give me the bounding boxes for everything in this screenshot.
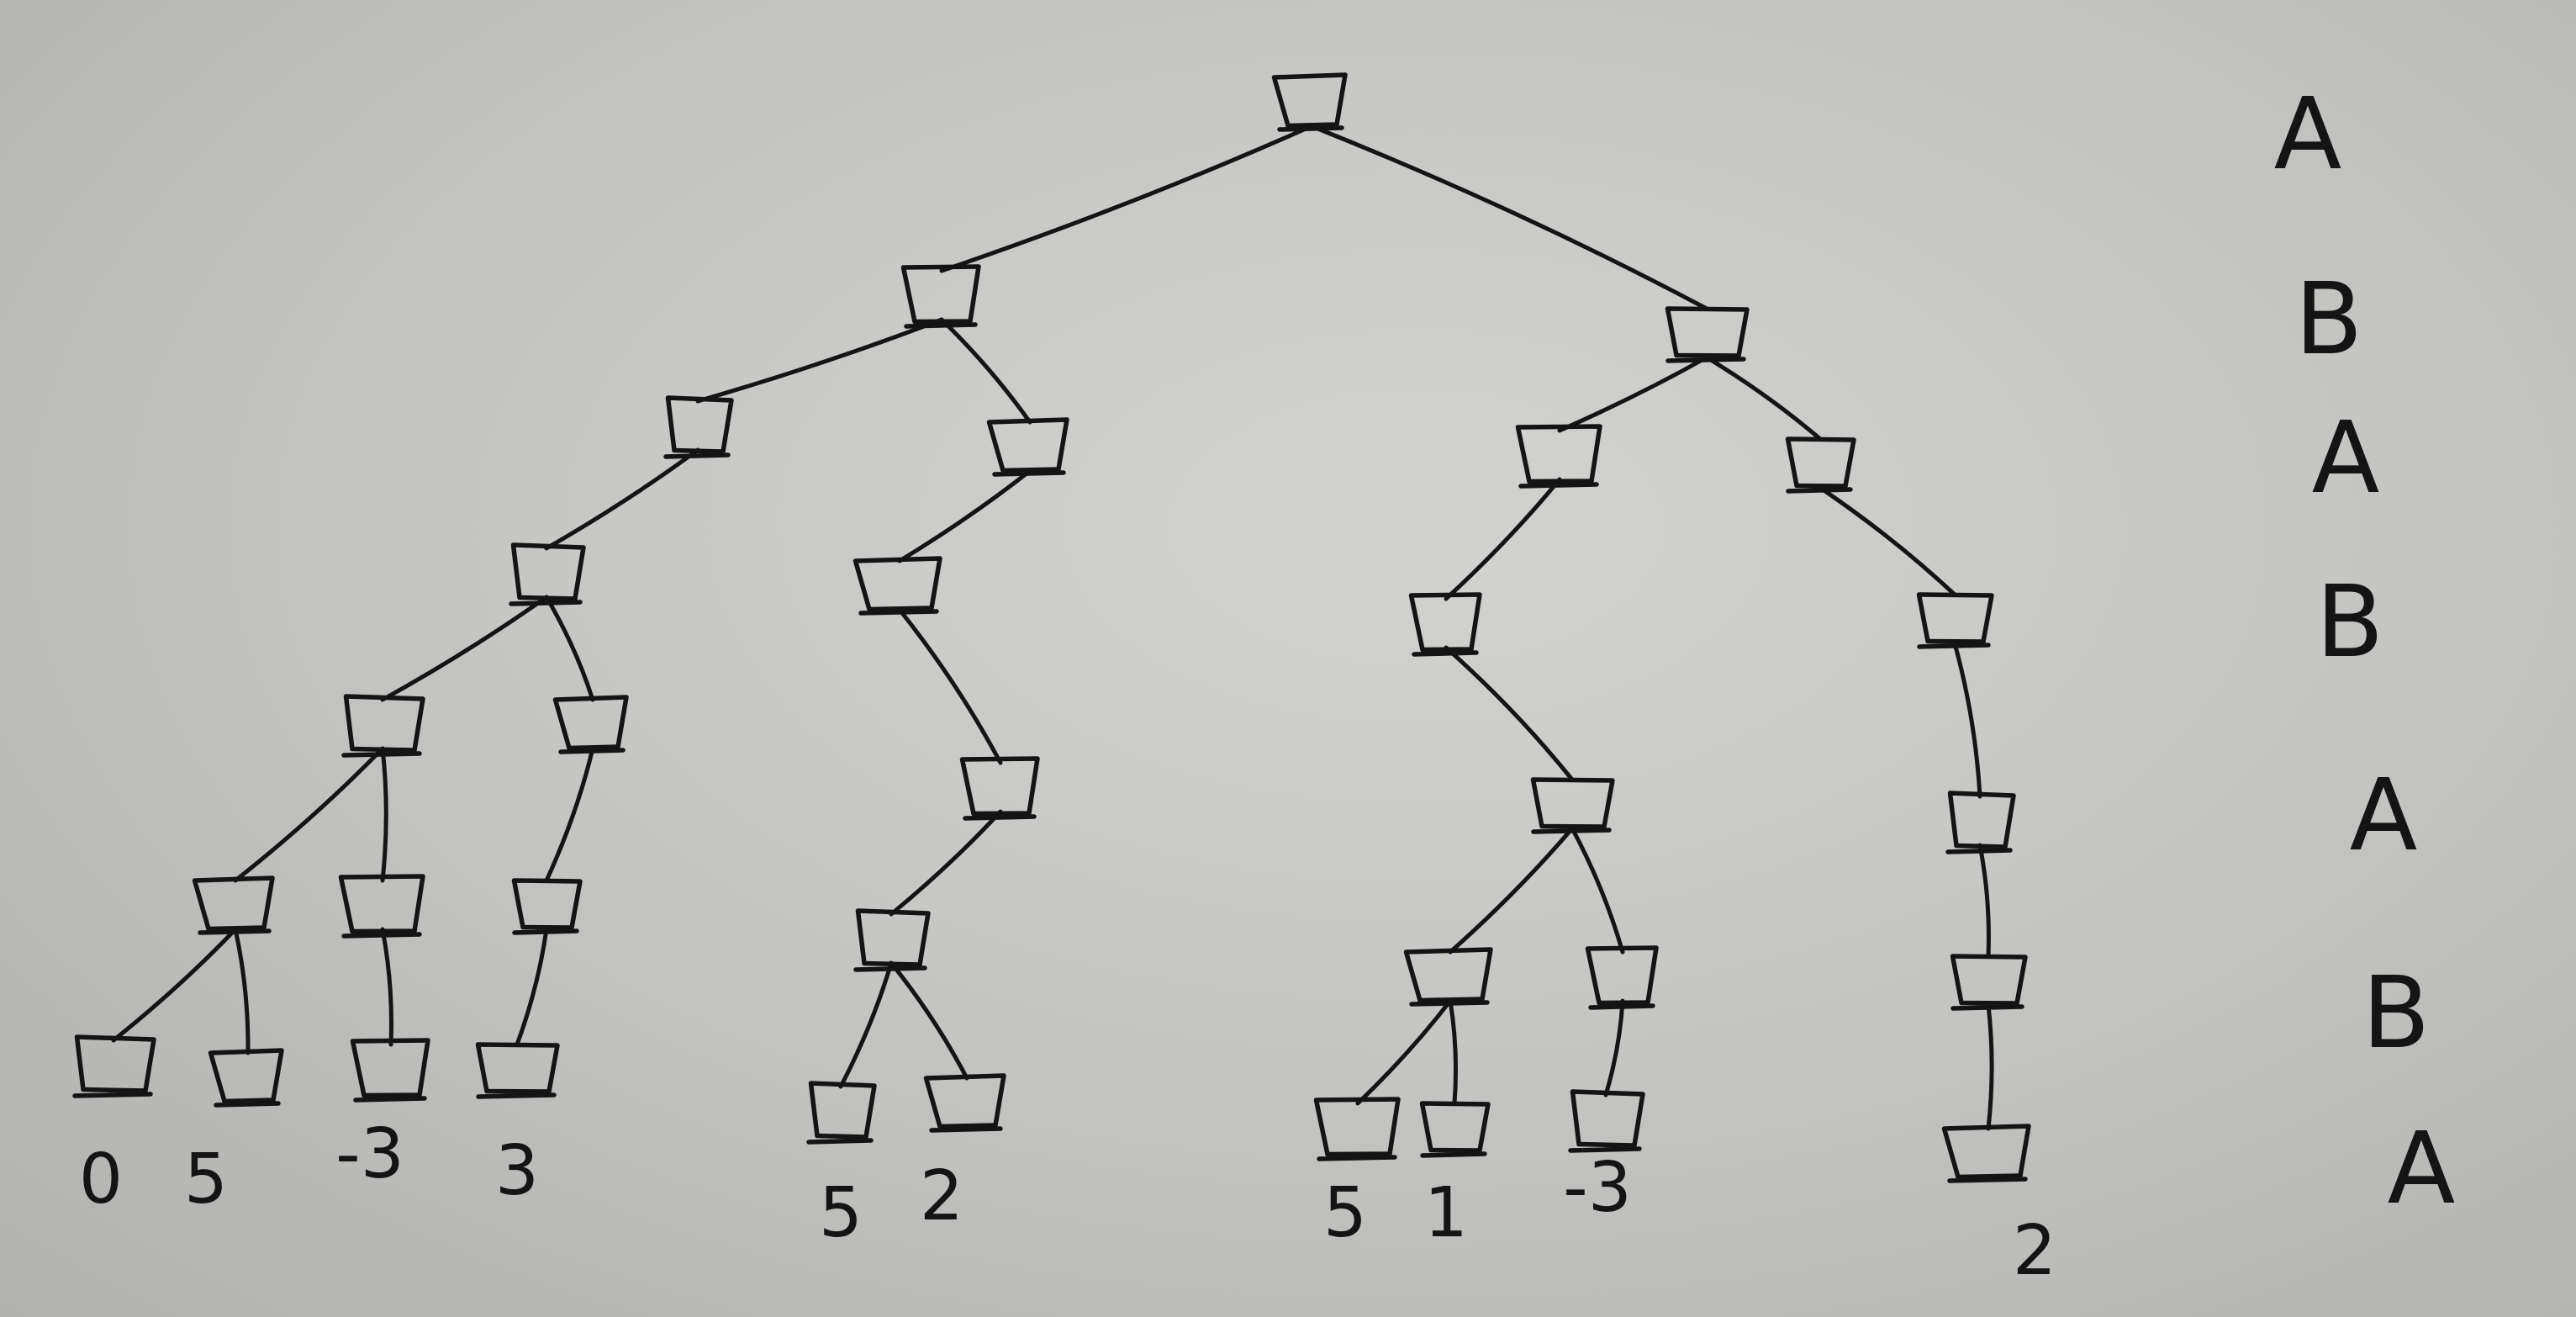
tree-node xyxy=(192,875,275,935)
leaf-value: 2 xyxy=(2013,1211,2056,1291)
level-player-label: A xyxy=(2388,1110,2456,1226)
root-node xyxy=(1271,72,1348,132)
leaf-node xyxy=(208,1048,284,1108)
tree-edge xyxy=(897,607,1003,765)
tree-edge xyxy=(380,595,549,702)
tree-node xyxy=(509,542,586,606)
tree-edge xyxy=(695,317,944,404)
tree-edge xyxy=(515,927,549,1047)
tree-edge xyxy=(1355,998,1453,1106)
tree-edge xyxy=(1557,355,1709,433)
leaf-value: 0 xyxy=(79,1140,123,1219)
tree-edge xyxy=(1603,998,1625,1098)
tree-edge xyxy=(1444,477,1562,601)
player-level-labels: A B A B A B A xyxy=(2274,76,2456,1226)
leaf-value-labels: 0 5 -3 3 5 2 5 1 -3 2 xyxy=(79,1114,2056,1291)
tree-node xyxy=(511,878,583,935)
tree-node xyxy=(341,694,425,758)
tree-node xyxy=(1403,947,1493,1007)
tree-edge xyxy=(889,960,969,1081)
tree-edge xyxy=(1570,826,1625,955)
tree-edge xyxy=(1309,124,1709,311)
tree-edges xyxy=(111,124,1994,1131)
tree-node xyxy=(1665,306,1750,363)
tree-edge xyxy=(939,124,1314,273)
tree-edge xyxy=(1952,641,1982,799)
tree-node xyxy=(663,395,734,459)
tree-node xyxy=(1530,777,1615,834)
leaf-node xyxy=(475,1042,560,1099)
leaf-value: 5 xyxy=(184,1140,228,1219)
tree-edge xyxy=(838,960,894,1089)
tree-node xyxy=(1785,436,1856,494)
level-player-label: B xyxy=(2295,261,2363,377)
leaf-node xyxy=(72,1034,156,1098)
level-player-label: B xyxy=(2362,955,2431,1071)
tree-nodes xyxy=(72,72,2031,1183)
tree-edge xyxy=(1448,826,1575,955)
tree-edge xyxy=(1448,998,1459,1106)
tree-edge xyxy=(233,927,251,1055)
leaf-value: -3 xyxy=(1563,1148,1632,1228)
tree-node xyxy=(986,417,1069,477)
tree-edge xyxy=(544,447,700,551)
tree-node xyxy=(552,695,629,754)
tree-edge xyxy=(897,468,1032,563)
leaf-value: 1 xyxy=(1424,1173,1468,1253)
level-player-label: A xyxy=(2274,76,2342,192)
tree-edge xyxy=(1704,355,1823,442)
tree-edge xyxy=(1444,645,1575,782)
tree-edge xyxy=(111,927,238,1043)
tree-node xyxy=(1515,424,1602,489)
tree-edge xyxy=(889,809,1003,917)
leaf-value: 5 xyxy=(1323,1173,1367,1253)
level-player-label: A xyxy=(2312,399,2380,516)
leaf-node xyxy=(923,1073,1006,1133)
tree-node xyxy=(1950,954,2028,1011)
tree-node xyxy=(1945,791,2016,854)
leaf-node xyxy=(806,1081,877,1145)
leaf-value: -3 xyxy=(335,1114,404,1194)
tree-edge xyxy=(544,746,595,883)
tree-edge xyxy=(1818,485,1957,597)
tree-edge xyxy=(380,746,388,883)
leaf-value: 2 xyxy=(920,1156,963,1236)
tree-edge xyxy=(544,595,595,702)
leaf-node xyxy=(350,1038,430,1103)
tree-node xyxy=(1408,592,1482,657)
tree-node xyxy=(853,908,931,972)
tree-edge xyxy=(233,746,385,883)
leaf-node xyxy=(1313,1097,1401,1161)
leaf-node xyxy=(1419,1101,1491,1158)
level-player-label: A xyxy=(2350,757,2418,873)
tree-edge xyxy=(1977,843,1991,959)
tree-edge xyxy=(380,927,393,1047)
level-player-label: B xyxy=(2316,563,2384,680)
tree-node xyxy=(338,874,425,939)
tree-edge xyxy=(1986,1002,1994,1131)
tree-node xyxy=(1916,592,1994,649)
leaf-node xyxy=(1941,1124,2031,1183)
tree-node xyxy=(959,756,1040,821)
tree-node xyxy=(1585,945,1659,1010)
tree-node xyxy=(900,264,981,329)
tree-node xyxy=(853,556,942,616)
leaf-node xyxy=(1568,1089,1645,1153)
leaf-value: 3 xyxy=(495,1131,539,1211)
leaf-value: 5 xyxy=(819,1173,863,1253)
tree-edge xyxy=(939,317,1032,425)
